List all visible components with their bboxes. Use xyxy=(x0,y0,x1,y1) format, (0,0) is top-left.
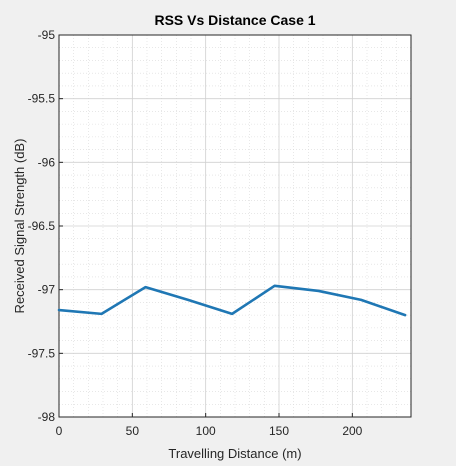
y-ticks: -95 -95.5 -96 -96.5 -97 -97.5 -98 xyxy=(28,28,63,424)
major-grid xyxy=(59,35,411,417)
series-layer xyxy=(57,284,407,317)
x-tick-label: 50 xyxy=(126,424,140,438)
x-ticks: 0 50 100 150 200 xyxy=(56,413,363,438)
x-tick-label: 100 xyxy=(196,424,216,438)
x-tick-label: 200 xyxy=(342,424,362,438)
y-tick-label: -96.5 xyxy=(28,219,56,233)
x-tick-label: 0 xyxy=(56,424,63,438)
chart-title: RSS Vs Distance Case 1 xyxy=(154,12,315,28)
x-tick-label: 150 xyxy=(269,424,289,438)
y-tick-label: -96 xyxy=(38,155,56,169)
y-tick-label: -95.5 xyxy=(28,92,56,106)
y-tick-label: -97 xyxy=(38,283,56,297)
y-tick-label: -95 xyxy=(38,28,56,42)
y-axis-label: Received Signal Strength (dB) xyxy=(12,139,27,314)
y-tick-label: -97.5 xyxy=(28,346,56,360)
x-axis-label: Travelling Distance (m) xyxy=(168,446,301,461)
y-tick-label: -98 xyxy=(38,410,56,424)
